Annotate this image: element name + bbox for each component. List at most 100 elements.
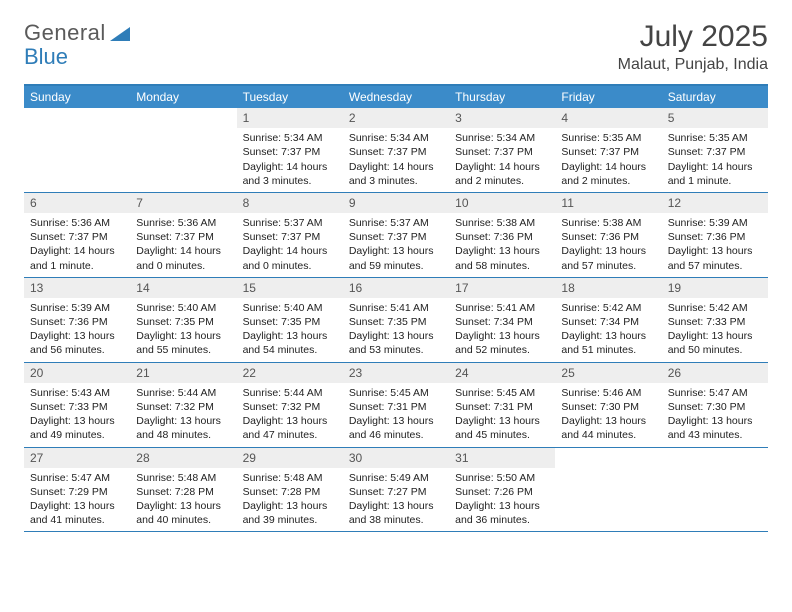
- daylight-line: Daylight: 13 hours and 39 minutes.: [243, 499, 337, 527]
- day-number: 13: [24, 278, 130, 298]
- day-details: Sunrise: 5:50 AMSunset: 7:26 PMDaylight:…: [449, 468, 555, 532]
- week-row: 6Sunrise: 5:36 AMSunset: 7:37 PMDaylight…: [24, 193, 768, 278]
- day-number: 26: [662, 363, 768, 383]
- logo: General: [24, 20, 130, 46]
- sunrise-line: Sunrise: 5:49 AM: [349, 471, 443, 485]
- sunset-line: Sunset: 7:36 PM: [561, 230, 655, 244]
- daylight-line: Daylight: 13 hours and 44 minutes.: [561, 414, 655, 442]
- daylight-line: Daylight: 14 hours and 3 minutes.: [349, 160, 443, 188]
- sunset-line: Sunset: 7:31 PM: [349, 400, 443, 414]
- day-number: 3: [449, 108, 555, 128]
- logo-text-1: General: [24, 20, 106, 46]
- day-cell-empty: ..: [662, 448, 768, 532]
- day-cell-4: 4Sunrise: 5:35 AMSunset: 7:37 PMDaylight…: [555, 108, 661, 192]
- week-row: 27Sunrise: 5:47 AMSunset: 7:29 PMDayligh…: [24, 448, 768, 533]
- day-cell-31: 31Sunrise: 5:50 AMSunset: 7:26 PMDayligh…: [449, 448, 555, 532]
- sunset-line: Sunset: 7:27 PM: [349, 485, 443, 499]
- sunrise-line: Sunrise: 5:37 AM: [349, 216, 443, 230]
- day-of-week-row: SundayMondayTuesdayWednesdayThursdayFrid…: [24, 86, 768, 108]
- daylight-line: Daylight: 13 hours and 41 minutes.: [30, 499, 124, 527]
- day-cell-26: 26Sunrise: 5:47 AMSunset: 7:30 PMDayligh…: [662, 363, 768, 447]
- day-details: Sunrise: 5:41 AMSunset: 7:34 PMDaylight:…: [449, 298, 555, 362]
- day-cell-16: 16Sunrise: 5:41 AMSunset: 7:35 PMDayligh…: [343, 278, 449, 362]
- daylight-line: Daylight: 13 hours and 53 minutes.: [349, 329, 443, 357]
- day-header-friday: Friday: [555, 86, 661, 108]
- day-cell-18: 18Sunrise: 5:42 AMSunset: 7:34 PMDayligh…: [555, 278, 661, 362]
- day-number: 11: [555, 193, 661, 213]
- sunrise-line: Sunrise: 5:44 AM: [243, 386, 337, 400]
- sunset-line: Sunset: 7:26 PM: [455, 485, 549, 499]
- daylight-line: Daylight: 13 hours and 45 minutes.: [455, 414, 549, 442]
- day-details: Sunrise: 5:39 AMSunset: 7:36 PMDaylight:…: [24, 298, 130, 362]
- day-details: Sunrise: 5:38 AMSunset: 7:36 PMDaylight:…: [449, 213, 555, 277]
- day-details: Sunrise: 5:36 AMSunset: 7:37 PMDaylight:…: [130, 213, 236, 277]
- sunrise-line: Sunrise: 5:48 AM: [243, 471, 337, 485]
- daylight-line: Daylight: 13 hours and 40 minutes.: [136, 499, 230, 527]
- day-cell-11: 11Sunrise: 5:38 AMSunset: 7:36 PMDayligh…: [555, 193, 661, 277]
- sunrise-line: Sunrise: 5:45 AM: [349, 386, 443, 400]
- day-number: 17: [449, 278, 555, 298]
- day-number: 5: [662, 108, 768, 128]
- day-details: Sunrise: 5:41 AMSunset: 7:35 PMDaylight:…: [343, 298, 449, 362]
- day-cell-19: 19Sunrise: 5:42 AMSunset: 7:33 PMDayligh…: [662, 278, 768, 362]
- day-cell-12: 12Sunrise: 5:39 AMSunset: 7:36 PMDayligh…: [662, 193, 768, 277]
- day-details: Sunrise: 5:42 AMSunset: 7:34 PMDaylight:…: [555, 298, 661, 362]
- sunset-line: Sunset: 7:34 PM: [561, 315, 655, 329]
- daylight-line: Daylight: 14 hours and 3 minutes.: [243, 160, 337, 188]
- sunset-line: Sunset: 7:37 PM: [136, 230, 230, 244]
- day-number: 20: [24, 363, 130, 383]
- day-details: Sunrise: 5:48 AMSunset: 7:28 PMDaylight:…: [237, 468, 343, 532]
- sunset-line: Sunset: 7:28 PM: [136, 485, 230, 499]
- day-header-wednesday: Wednesday: [343, 86, 449, 108]
- day-number: 16: [343, 278, 449, 298]
- day-cell-21: 21Sunrise: 5:44 AMSunset: 7:32 PMDayligh…: [130, 363, 236, 447]
- sunset-line: Sunset: 7:37 PM: [349, 145, 443, 159]
- day-details: Sunrise: 5:47 AMSunset: 7:30 PMDaylight:…: [662, 383, 768, 447]
- day-number: 8: [237, 193, 343, 213]
- sunrise-line: Sunrise: 5:40 AM: [136, 301, 230, 315]
- day-number: 28: [130, 448, 236, 468]
- day-details: Sunrise: 5:49 AMSunset: 7:27 PMDaylight:…: [343, 468, 449, 532]
- sunrise-line: Sunrise: 5:38 AM: [561, 216, 655, 230]
- sunset-line: Sunset: 7:37 PM: [561, 145, 655, 159]
- daylight-line: Daylight: 14 hours and 2 minutes.: [455, 160, 549, 188]
- sunset-line: Sunset: 7:37 PM: [243, 145, 337, 159]
- sunrise-line: Sunrise: 5:34 AM: [349, 131, 443, 145]
- daylight-line: Daylight: 13 hours and 54 minutes.: [243, 329, 337, 357]
- sunrise-line: Sunrise: 5:45 AM: [455, 386, 549, 400]
- daylight-line: Daylight: 13 hours and 55 minutes.: [136, 329, 230, 357]
- sunrise-line: Sunrise: 5:34 AM: [455, 131, 549, 145]
- sunrise-line: Sunrise: 5:43 AM: [30, 386, 124, 400]
- week-row: ....1Sunrise: 5:34 AMSunset: 7:37 PMDayl…: [24, 108, 768, 193]
- daylight-line: Daylight: 13 hours and 51 minutes.: [561, 329, 655, 357]
- sunrise-line: Sunrise: 5:39 AM: [668, 216, 762, 230]
- header: General July 2025 Malaut, Punjab, India: [24, 20, 768, 74]
- day-cell-20: 20Sunrise: 5:43 AMSunset: 7:33 PMDayligh…: [24, 363, 130, 447]
- day-header-saturday: Saturday: [662, 86, 768, 108]
- sunrise-line: Sunrise: 5:34 AM: [243, 131, 337, 145]
- logo-triangle-icon: [110, 25, 130, 41]
- sunset-line: Sunset: 7:32 PM: [243, 400, 337, 414]
- location: Malaut, Punjab, India: [618, 56, 768, 74]
- daylight-line: Daylight: 13 hours and 43 minutes.: [668, 414, 762, 442]
- day-number: 25: [555, 363, 661, 383]
- sunrise-line: Sunrise: 5:42 AM: [668, 301, 762, 315]
- day-number: 1: [237, 108, 343, 128]
- sunrise-line: Sunrise: 5:47 AM: [668, 386, 762, 400]
- daylight-line: Daylight: 13 hours and 52 minutes.: [455, 329, 549, 357]
- day-number: 14: [130, 278, 236, 298]
- day-cell-10: 10Sunrise: 5:38 AMSunset: 7:36 PMDayligh…: [449, 193, 555, 277]
- day-cell-27: 27Sunrise: 5:47 AMSunset: 7:29 PMDayligh…: [24, 448, 130, 532]
- daylight-line: Daylight: 13 hours and 59 minutes.: [349, 244, 443, 272]
- sunset-line: Sunset: 7:35 PM: [349, 315, 443, 329]
- day-cell-6: 6Sunrise: 5:36 AMSunset: 7:37 PMDaylight…: [24, 193, 130, 277]
- day-cell-22: 22Sunrise: 5:44 AMSunset: 7:32 PMDayligh…: [237, 363, 343, 447]
- sunrise-line: Sunrise: 5:42 AM: [561, 301, 655, 315]
- day-cell-29: 29Sunrise: 5:48 AMSunset: 7:28 PMDayligh…: [237, 448, 343, 532]
- sunset-line: Sunset: 7:35 PM: [243, 315, 337, 329]
- week-row: 20Sunrise: 5:43 AMSunset: 7:33 PMDayligh…: [24, 363, 768, 448]
- day-details: Sunrise: 5:35 AMSunset: 7:37 PMDaylight:…: [555, 128, 661, 192]
- daylight-line: Daylight: 13 hours and 49 minutes.: [30, 414, 124, 442]
- daylight-line: Daylight: 14 hours and 0 minutes.: [243, 244, 337, 272]
- day-number: 27: [24, 448, 130, 468]
